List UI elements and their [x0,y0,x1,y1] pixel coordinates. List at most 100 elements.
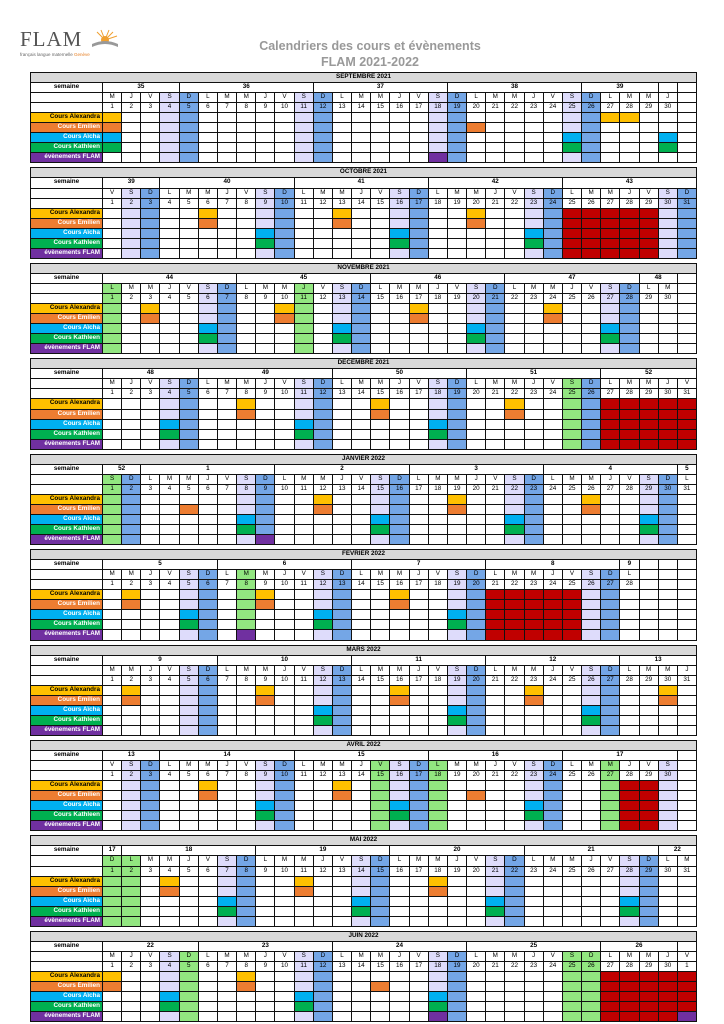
activity-cell [313,791,333,802]
activity-cell [237,906,257,917]
activity-cell [505,971,525,983]
week-number: 15 [294,751,429,762]
day-number: 14 [352,484,372,495]
day-letter: V [371,188,391,199]
activity-cell [658,504,678,515]
activity-cell [409,248,429,259]
activity-cell [275,906,295,917]
activity-cell [639,314,659,325]
activity-cell [409,590,429,601]
activity-cell [160,535,180,546]
activity-cell [275,314,295,325]
activity-cell [103,705,123,716]
day-letter: V [543,379,563,390]
activity-cell [217,535,238,546]
activity-cell [122,218,142,229]
activity-cell [505,695,525,706]
activity-cell [371,399,391,410]
activity-cell [371,113,391,124]
activity-cell [141,494,161,505]
activity-cell [332,304,353,315]
row-label: Cours Kathleen [31,429,103,440]
activity-cell [677,916,697,927]
activity-cell [486,1012,506,1023]
activity-cell [217,514,238,526]
activity-cell [505,525,525,536]
activity-cell [447,409,468,420]
day-number: 12 [313,675,333,686]
day-number: 7 [217,198,238,209]
day-number: 31 [677,484,697,495]
row-label: Cours Kathleen [31,715,103,726]
month-block: OCTOBRE 2021 semaine 39 40 41 42 43 V S D L M M J V S D L… [30,167,697,259]
day-number: 12 [313,389,333,400]
activity-cell [332,791,353,802]
activity-cell [677,123,697,134]
activity-cell [562,886,583,897]
row-label: évènements FLAM [31,535,103,546]
activity-cell [217,525,238,536]
activity-cell [486,685,506,696]
day-letter: S [103,474,123,485]
activity-cell [543,143,563,154]
activity-cell [371,992,391,1003]
activity-cell [160,906,180,917]
activity-cell [447,439,468,450]
activity-cell [237,429,257,440]
activity-cell [390,1012,410,1023]
day-number: 12 [313,293,333,305]
activity-cell [352,133,372,144]
activity-cell [601,113,621,124]
day-letter: M [467,761,487,772]
activity-cell [179,218,199,229]
activity-cell [160,248,180,259]
activity-cell [371,525,391,536]
day-letter: M [313,188,333,199]
activity-cell [677,429,697,440]
activity-cell [562,896,583,907]
activity-cell [160,971,180,983]
activity-cell [275,916,295,927]
day-number: 16 [390,961,410,972]
empty-cell [677,761,697,772]
activity-cell [658,1002,678,1013]
week-number: 26 [601,941,678,952]
activity-cell [313,143,333,154]
activity-cell [390,133,410,144]
day-letter: D [582,951,602,962]
activity-cell [562,113,583,124]
day-number: 30 [658,103,678,114]
activity-cell [428,781,448,792]
activity-cell [639,494,659,505]
activity-cell [409,811,429,822]
day-letter: J [658,93,678,104]
day-number: 7 [217,675,238,686]
activity-cell [677,334,697,345]
activity-cell [122,610,142,621]
activity-cell [658,705,678,716]
row-label: évènements FLAM [31,344,103,355]
activity-cell [486,409,506,420]
day-letter: J [428,283,448,294]
activity-cell [332,248,353,259]
activity-cell [198,419,218,430]
week-number: 2 [275,464,410,475]
day-number: 19 [447,103,468,114]
activity-cell [582,494,602,505]
activity-cell [562,123,583,134]
activity-cell [352,504,372,515]
activity-cell [524,334,544,345]
activity-cell [409,876,429,887]
activity-cell [543,123,563,134]
activity-cell [141,419,161,430]
activity-cell [409,439,429,450]
activity-cell [332,971,353,983]
activity-cell [562,218,583,229]
activity-cell [237,610,257,621]
day-number: 13 [332,961,353,972]
day-letter: L [428,761,448,772]
activity-cell [447,218,468,229]
activity-cell [658,228,678,239]
activity-cell [141,811,161,822]
day-number: 16 [390,675,410,686]
